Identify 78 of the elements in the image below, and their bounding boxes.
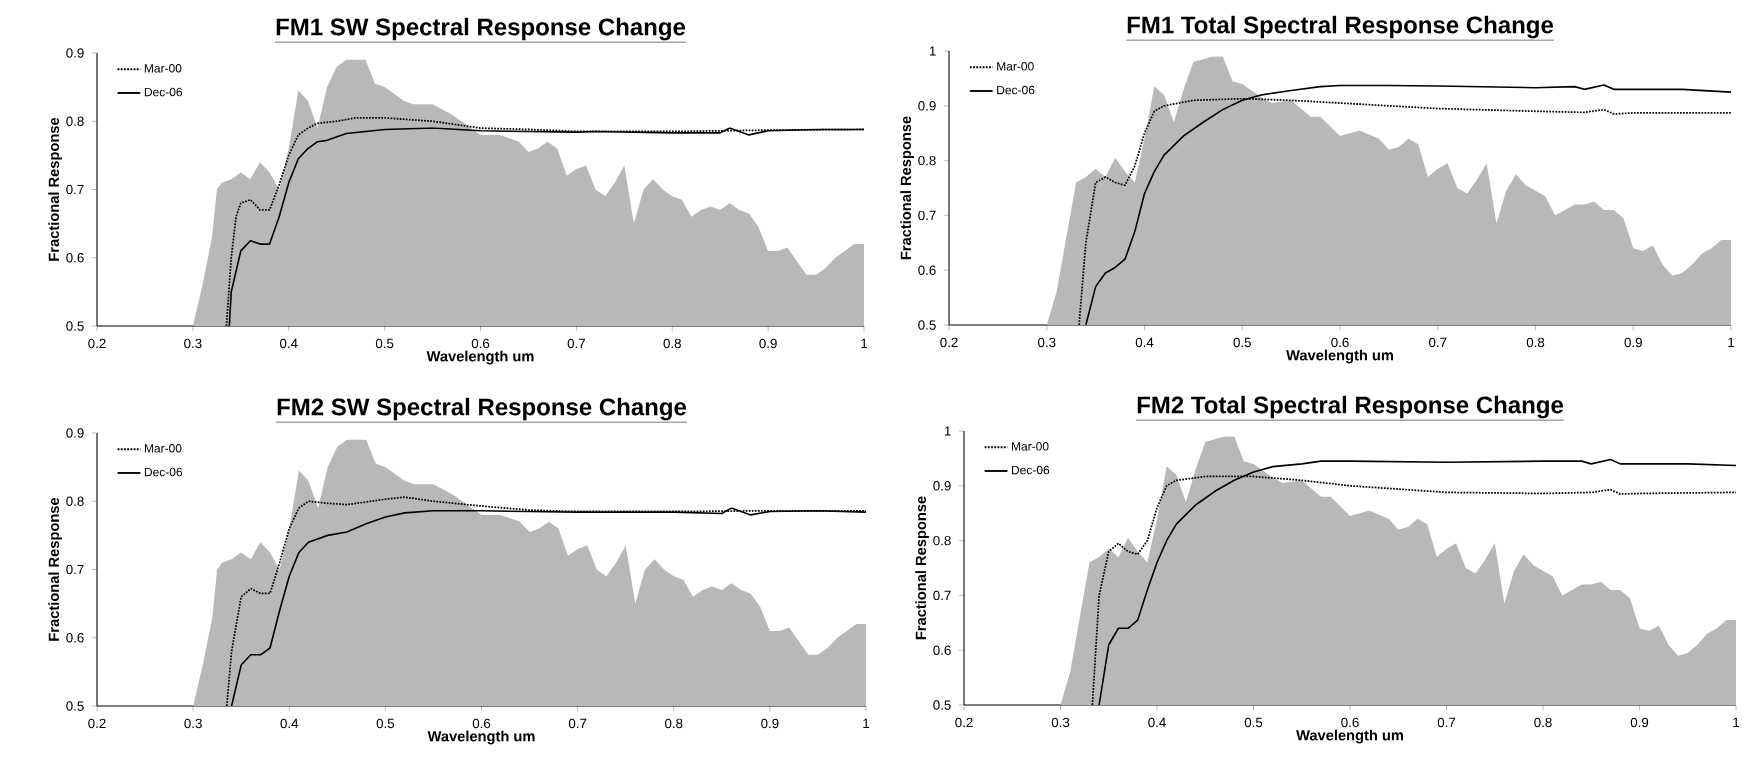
y-tick-label: 0.8 <box>933 535 951 546</box>
y-tick-label: 0.9 <box>933 481 951 491</box>
x-tick-label: 0.7 <box>1429 337 1447 348</box>
x-tick-label: 0.6 <box>472 718 491 729</box>
x-tick-label: 0.9 <box>1624 337 1642 348</box>
x-tick-label: 0.4 <box>1148 717 1166 728</box>
y-tick-label: 0.8 <box>66 116 84 126</box>
x-tick-label: 1 <box>861 338 868 348</box>
x-tick-label: 0.3 <box>1038 337 1056 348</box>
x-tick-label: 0.8 <box>1534 717 1552 728</box>
y-tick-label: 1 <box>929 46 936 56</box>
x-axis-title: Wavelength um <box>427 730 535 745</box>
x-tick-label: 0.4 <box>280 718 299 729</box>
legend-label: Mar-00 <box>144 64 182 73</box>
y-tick-label: 0.5 <box>66 321 84 331</box>
y-axis-title: Fractional Response <box>48 497 62 641</box>
x-tick-label: 0.3 <box>184 718 202 729</box>
legend-label: Mar-00 <box>1012 442 1049 451</box>
y-tick-label: 0.5 <box>933 700 951 710</box>
x-tick-label: 0.8 <box>663 338 681 349</box>
x-tick-label: 0.5 <box>376 718 395 729</box>
legend-label: Dec-06 <box>144 467 183 477</box>
x-tick-label: 0.6 <box>471 338 490 349</box>
x-tick-label: 1 <box>1733 717 1740 727</box>
y-tick-label: 0.6 <box>918 265 936 275</box>
y-tick-label: 0.7 <box>66 564 84 575</box>
x-tick-label: 0.3 <box>1051 717 1070 728</box>
y-axis-title: Fractional Response <box>48 117 62 261</box>
y-axis-title: Fractional Response <box>900 116 914 260</box>
x-tick-label: 1 <box>1728 337 1735 347</box>
x-tick-label: 1 <box>863 718 870 728</box>
y-tick-label: 0.9 <box>918 101 936 111</box>
x-tick-label: 0.7 <box>567 338 585 349</box>
x-tick-label: 0.2 <box>955 717 973 728</box>
chart-title: FM2 Total Spectral Response Change <box>1137 395 1563 419</box>
x-tick-label: 0.3 <box>184 338 202 349</box>
x-tick-label: 0.5 <box>375 338 394 349</box>
legend-label: Mar-00 <box>997 62 1034 71</box>
x-tick-label: 0.8 <box>665 718 683 729</box>
legend-label: Dec-06 <box>1012 465 1050 475</box>
y-tick-label: 0.8 <box>66 496 84 506</box>
x-axis-title: Wavelength um <box>426 350 534 365</box>
y-tick-label: 0.6 <box>66 633 84 643</box>
x-tick-label: 0.9 <box>1630 717 1649 728</box>
x-axis-title: Wavelength um <box>1286 349 1394 364</box>
chart-title: FM1 SW Spectral Response Change <box>276 17 686 41</box>
y-tick-label: 0.7 <box>918 210 936 221</box>
y-tick-label: 0.9 <box>66 48 84 58</box>
x-tick-label: 0.7 <box>568 718 587 729</box>
x-tick-label: 0.7 <box>1437 717 1456 728</box>
y-tick-label: 0.7 <box>66 184 84 195</box>
x-axis-title: Wavelength um <box>1296 729 1404 744</box>
legend-label: Dec-06 <box>144 87 183 97</box>
y-axis-title: Fractional Response <box>915 496 929 640</box>
y-tick-label: 0.8 <box>918 155 936 166</box>
y-tick-label: 0.6 <box>66 253 84 263</box>
x-tick-label: 0.8 <box>1526 337 1545 348</box>
legend-label: Dec-06 <box>997 85 1035 95</box>
x-tick-label: 0.4 <box>1135 337 1154 348</box>
y-tick-label: 1 <box>944 426 951 436</box>
y-tick-label: 0.5 <box>918 320 936 330</box>
x-tick-label: 0.2 <box>940 337 958 348</box>
y-tick-label: 0.5 <box>66 701 84 711</box>
x-tick-label: 0.5 <box>1233 337 1251 348</box>
x-tick-label: 0.9 <box>759 338 777 349</box>
x-tick-label: 0.9 <box>761 718 779 729</box>
y-tick-label: 0.7 <box>933 590 951 601</box>
y-tick-label: 0.6 <box>933 645 951 655</box>
legend-label: Mar-00 <box>144 444 182 453</box>
x-tick-label: 0.4 <box>280 338 298 349</box>
y-tick-label: 0.9 <box>66 428 84 438</box>
chart-title: FM2 SW Spectral Response Change <box>277 397 687 421</box>
x-tick-label: 0.2 <box>88 718 106 729</box>
chart-title: FM1 Total Spectral Response Change <box>1127 15 1554 39</box>
x-tick-label: 0.2 <box>88 338 106 349</box>
x-tick-label: 0.5 <box>1244 717 1263 728</box>
x-tick-label: 0.6 <box>1341 717 1359 728</box>
x-tick-label: 0.6 <box>1331 337 1349 348</box>
